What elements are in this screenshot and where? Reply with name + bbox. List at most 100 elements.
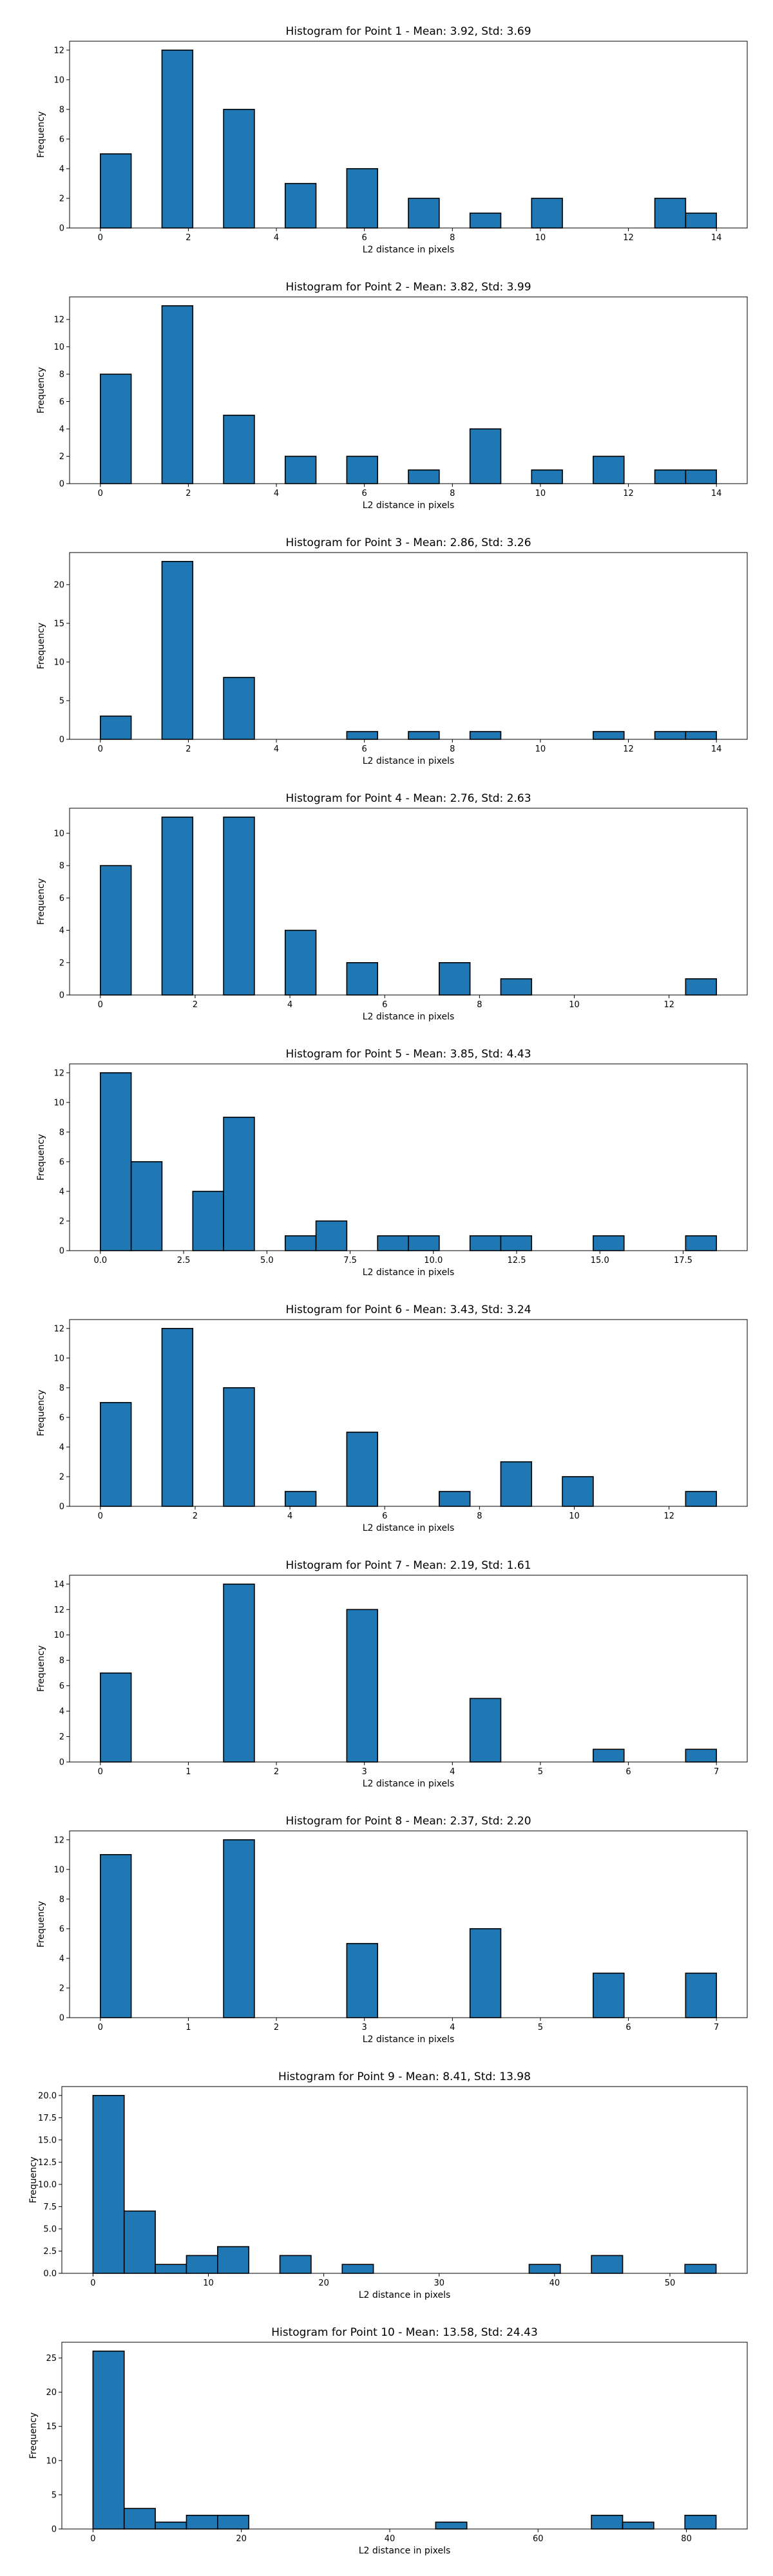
x-tick-label: 0 [98, 1511, 103, 1521]
y-tick-label: 5.0 [43, 2224, 57, 2234]
x-tick-label: 0 [98, 233, 103, 243]
y-tick-label: 0 [59, 1247, 64, 1256]
histogram-panel-10: Histogram for Point 10 - Mean: 13.58, St… [28, 2326, 748, 2556]
histogram-bar [469, 1698, 502, 1763]
histogram-bar [161, 561, 194, 740]
histogram-bar [408, 731, 440, 740]
histogram-bar [408, 198, 440, 229]
histogram-bar [593, 1235, 625, 1251]
y-tick-label: 17.5 [38, 2114, 57, 2123]
chart-title: Histogram for Point 2 - Mean: 3.82, Std:… [285, 281, 531, 294]
plot-frame [69, 296, 748, 484]
histogram-bar [100, 374, 132, 484]
plot-frame [69, 1575, 748, 1763]
histogram-bar [100, 1672, 132, 1763]
x-tick-label: 12.5 [508, 1256, 526, 1265]
x-axis-label: L2 distance in pixels [363, 500, 455, 511]
x-tick-label: 8 [450, 489, 455, 498]
histogram-bar [531, 198, 563, 229]
histogram-bar [593, 731, 625, 740]
x-tick-label: 15.0 [591, 1256, 609, 1265]
histogram-bar [315, 1220, 348, 1251]
y-tick-label: 6 [59, 1924, 64, 1934]
y-tick-label: 0 [52, 2525, 57, 2535]
histogram-bar [223, 1387, 255, 1507]
histogram-panel-5: Histogram for Point 5 - Mean: 3.85, Std:… [36, 1048, 748, 1278]
histogram-bar [685, 731, 717, 740]
chart-title: Histogram for Point 9 - Mean: 8.41, Std:… [278, 2070, 531, 2083]
histogram-bar [377, 1235, 409, 1251]
y-tick-label: 15.0 [38, 2136, 57, 2145]
y-tick-label: 14 [53, 1580, 64, 1589]
x-tick-label: 0 [98, 2023, 103, 2032]
histogram-bar [654, 469, 687, 484]
y-tick-label: 0 [59, 224, 64, 234]
y-tick-label: 12 [53, 1068, 64, 1078]
x-tick-label: 1 [186, 1767, 191, 1777]
histogram-bar [284, 929, 317, 996]
y-axis-label: Frequency [36, 1390, 46, 1436]
plot-frame [69, 1063, 748, 1251]
y-tick-label: 8 [59, 370, 64, 380]
x-axis-label: L2 distance in pixels [363, 2034, 455, 2045]
histogram-bar [100, 865, 132, 996]
y-tick-label: 4 [59, 164, 64, 174]
histogram-bar [469, 1928, 502, 2018]
y-axis-label: Frequency [36, 111, 46, 158]
x-tick-label: 4 [287, 1511, 292, 1521]
y-tick-label: 2 [59, 1732, 64, 1742]
x-tick-label: 20 [318, 2278, 329, 2288]
histogram-bar [685, 1235, 717, 1251]
histogram-panel-2: Histogram for Point 2 - Mean: 3.82, Std:… [36, 281, 748, 511]
y-tick-label: 12 [53, 1605, 64, 1615]
y-tick-label: 4 [59, 425, 64, 435]
x-tick-label: 0 [90, 2534, 95, 2544]
x-tick-label: 30 [434, 2278, 444, 2288]
x-tick-label: 20 [236, 2534, 247, 2544]
histogram-bar [100, 1402, 132, 1507]
x-tick-label: 6 [382, 1000, 387, 1010]
y-tick-label: 8 [59, 1895, 64, 1904]
histogram-bar [469, 731, 502, 740]
histogram-panel-9: Histogram for Point 9 - Mean: 8.41, Std:… [28, 2070, 748, 2300]
x-tick-label: 10 [535, 489, 546, 498]
x-tick-label: 4 [450, 1767, 455, 1777]
chart-title: Histogram for Point 3 - Mean: 2.86, Std:… [285, 536, 531, 549]
histogram-bar [528, 2264, 561, 2274]
y-tick-label: 6 [59, 1157, 64, 1167]
x-tick-label: 6 [362, 489, 367, 498]
histogram-bar [346, 1943, 378, 2018]
y-tick-label: 10 [53, 1354, 64, 1363]
x-tick-label: 3 [362, 2023, 367, 2032]
chart-title: Histogram for Point 6 - Mean: 3.43, Std:… [285, 1303, 531, 1316]
histogram-bar [408, 469, 440, 484]
histogram-bar [217, 2514, 249, 2530]
x-tick-label: 6 [362, 744, 367, 754]
x-tick-label: 0 [98, 1767, 103, 1777]
y-tick-label: 0 [59, 2014, 64, 2023]
x-tick-label: 5 [538, 2023, 543, 2032]
x-tick-label: 8 [450, 233, 455, 243]
x-axis-label: L2 distance in pixels [363, 1779, 455, 1789]
y-tick-label: 10 [53, 658, 64, 667]
histogram-bar [685, 1748, 717, 1763]
histogram-bar [593, 455, 625, 484]
y-axis-label: Frequency [36, 1645, 46, 1692]
histogram-panel-1: Histogram for Point 1 - Mean: 3.92, Std:… [36, 25, 748, 255]
x-tick-label: 12 [623, 233, 634, 243]
histogram-bar [685, 978, 717, 996]
histogram-bar [439, 961, 471, 996]
histogram-bar [439, 1491, 471, 1507]
y-axis-label: Frequency [36, 878, 46, 925]
x-tick-label: 6 [382, 1511, 387, 1521]
y-tick-label: 12 [53, 1835, 64, 1845]
histogram-bar [223, 817, 255, 996]
histogram-bar [223, 109, 255, 229]
plot-frame [69, 808, 748, 996]
chart-title: Histogram for Point 7 - Mean: 2.19, Std:… [285, 1559, 531, 1572]
y-tick-label: 12 [53, 316, 64, 325]
y-tick-label: 4 [59, 926, 64, 936]
x-tick-label: 10 [535, 744, 546, 754]
y-tick-label: 2 [59, 1472, 64, 1482]
histogram-bar [500, 1235, 533, 1251]
